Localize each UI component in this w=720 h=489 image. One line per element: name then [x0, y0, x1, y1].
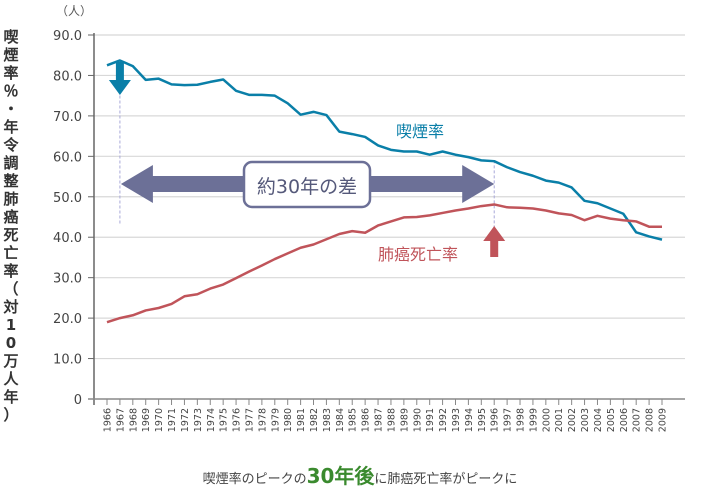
x-tick-label: 1987: [374, 408, 385, 432]
x-tick-label: 1968: [128, 408, 139, 432]
x-tick-label: 2006: [619, 408, 630, 432]
y-tick-label: 80.0: [53, 69, 82, 84]
y-tick-label: 90.0: [53, 29, 82, 44]
x-tick-label: 2001: [554, 408, 565, 432]
y-tick-label: 60.0: [53, 150, 82, 165]
x-tick-label: 1985: [348, 408, 359, 432]
x-tick-label: 1983: [322, 408, 333, 432]
caption-post: に肺癌死亡率がピークに: [374, 472, 518, 487]
cancer-label: 肺癌死亡率: [378, 245, 458, 264]
x-tick-label: 1975: [219, 408, 230, 432]
series-line: [106, 59, 663, 241]
x-tick-label: 1995: [477, 408, 488, 432]
x-tick-label: 2007: [632, 408, 643, 432]
x-tick-label: 1992: [438, 408, 449, 432]
x-tick-label: 2003: [580, 408, 591, 432]
x-tick-label: 1993: [451, 408, 462, 432]
x-tick-label: 2008: [645, 408, 656, 432]
y-tick-label: 20.0: [53, 312, 82, 327]
x-tick-label: 1982: [309, 408, 320, 432]
up-arrow-icon: [483, 226, 506, 257]
y-tick-label: 70.0: [53, 110, 82, 125]
x-tick-label: 1981: [296, 408, 307, 432]
smoking-label: 喫煙率: [396, 122, 444, 141]
x-tick-label: 1973: [193, 408, 204, 432]
x-tick-label: 1998: [516, 408, 527, 432]
x-tick-label: 1977: [244, 408, 255, 432]
x-tick-label: 1988: [386, 408, 397, 432]
x-tick-label: 1994: [464, 408, 475, 432]
x-tick-label: 2009: [658, 408, 669, 432]
x-tick-label: 1971: [167, 408, 178, 432]
x-tick-label: 1986: [361, 408, 372, 432]
x-tick-label: 1997: [503, 408, 514, 432]
y-tick-label: 30.0: [53, 272, 82, 287]
series-line: [106, 203, 662, 324]
gap-label-box: [242, 160, 372, 209]
y-axis-label: 喫煙率％・年令調整肺癌死亡率（対 1 0 万人年）: [3, 28, 19, 424]
y-tick-label: 10.0: [53, 353, 82, 368]
x-tick-label: 1976: [232, 408, 243, 432]
caption-pre: 喫煙率のピークの: [202, 472, 307, 487]
down-arrow-icon: [108, 62, 131, 95]
y-tick-label: 0: [74, 393, 82, 408]
x-tick-label: 1974: [206, 408, 217, 432]
x-tick-label: 1979: [270, 408, 281, 432]
x-tick-label: 1999: [528, 408, 539, 432]
caption: 喫煙率のピークの30年後に肺癌死亡率がピークに: [0, 460, 720, 489]
x-tick-label: 1980: [283, 408, 294, 432]
x-tick-label: 1967: [115, 408, 126, 432]
unit-label: （人）: [56, 4, 93, 18]
x-tick-label: 1972: [180, 408, 191, 432]
x-tick-label: 1966: [103, 408, 114, 432]
x-tick-label: 2002: [567, 408, 578, 432]
x-tick-label: 1989: [399, 408, 410, 432]
x-tick-label: 1978: [257, 408, 268, 432]
caption-highlight: 30年後: [306, 464, 375, 488]
x-tick-label: 1996: [490, 408, 501, 432]
x-tick-label: 2004: [593, 408, 604, 432]
x-tick-label: 1970: [154, 408, 165, 432]
y-tick-label: 40.0: [53, 231, 82, 246]
x-tick-label: 1984: [335, 408, 346, 432]
x-tick-label: 1969: [141, 408, 152, 432]
x-tick-label: 2000: [541, 408, 552, 432]
x-tick-label: 2005: [606, 408, 617, 432]
x-tick-label: 1991: [425, 408, 436, 432]
gap-label: 約30年の差: [257, 176, 357, 198]
x-tick-label: 1990: [412, 408, 423, 432]
y-tick-label: 50.0: [53, 191, 82, 206]
